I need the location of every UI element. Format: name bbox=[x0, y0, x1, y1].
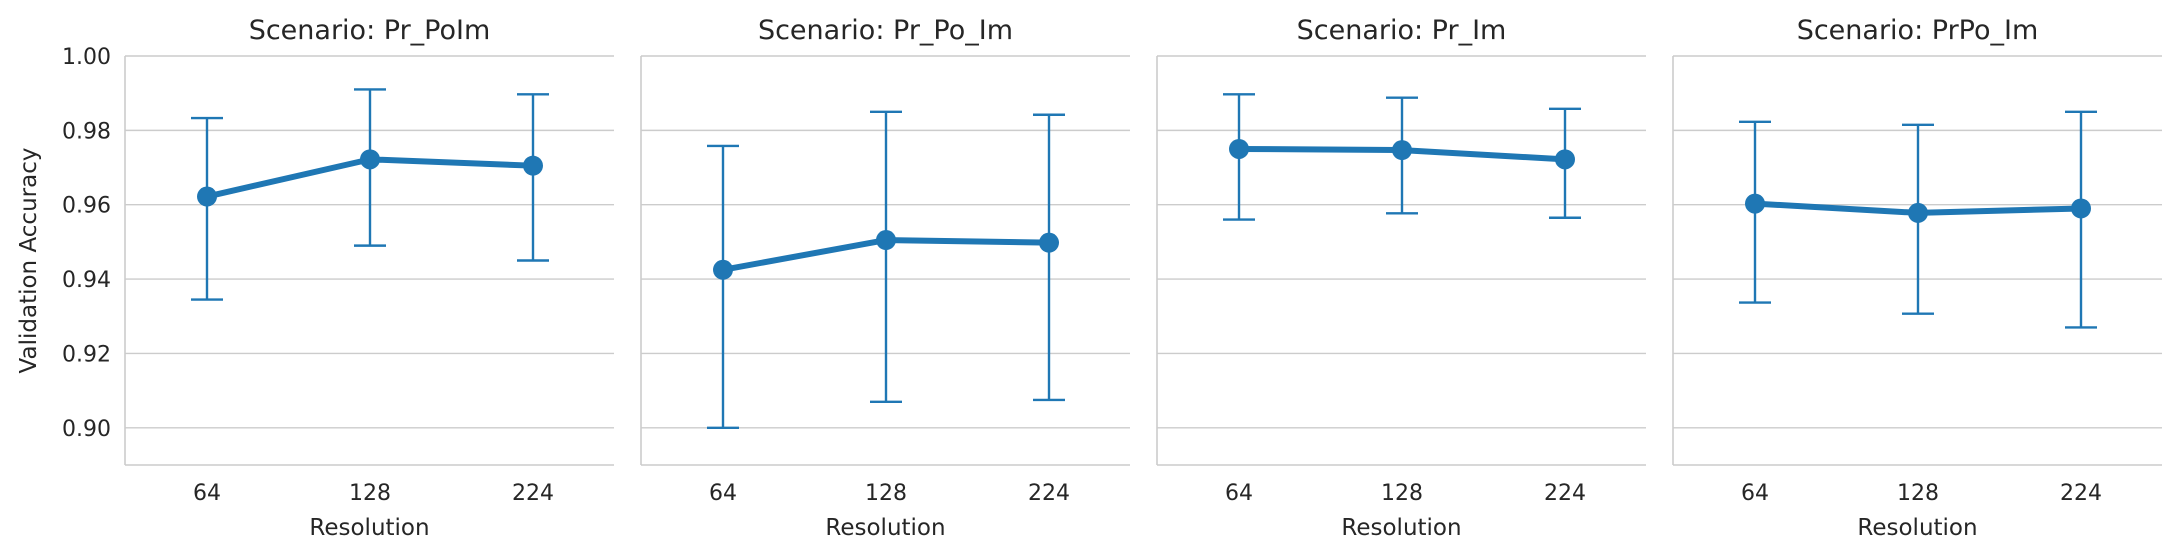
y-tick-label: 0.94 bbox=[62, 268, 111, 293]
panel-title: Scenario: Pr_PoIm bbox=[249, 15, 491, 46]
data-point bbox=[1908, 202, 1928, 223]
x-tick-label: 64 bbox=[709, 481, 737, 506]
x-tick-label: 128 bbox=[349, 481, 391, 506]
data-point bbox=[1392, 140, 1412, 161]
data-point bbox=[1229, 138, 1249, 159]
error-bar bbox=[1033, 113, 1065, 402]
panel-2: Scenario: Pr_Po_Im 64 128 224 Resolution bbox=[640, 15, 1130, 541]
x-axis-label: Resolution bbox=[825, 515, 945, 541]
x-tick-label: 128 bbox=[1381, 481, 1423, 506]
x-tick-label: 224 bbox=[2060, 481, 2102, 506]
y-tick-label: 0.92 bbox=[62, 342, 111, 367]
x-tick-label: 128 bbox=[865, 481, 907, 506]
x-tick-label: 64 bbox=[1225, 481, 1253, 506]
panel-1: 0.90 0.92 0.94 0.96 0.98 1.00 Validation Accur… bbox=[16, 15, 614, 541]
error-bar bbox=[191, 116, 223, 301]
x-tick-label: 224 bbox=[512, 481, 554, 506]
x-tick-label: 224 bbox=[1028, 481, 1070, 506]
x-axis-label: Resolution bbox=[1857, 515, 1977, 541]
panel-3: Scenario: Pr_Im 64 128 224 Resolution bbox=[1156, 15, 1646, 541]
data-point bbox=[713, 259, 733, 280]
y-tick-label: 0.96 bbox=[62, 194, 111, 219]
error-bar bbox=[870, 110, 902, 403]
data-point bbox=[1039, 232, 1059, 253]
x-tick-label: 224 bbox=[1544, 481, 1586, 506]
error-bar bbox=[707, 144, 739, 430]
data-point bbox=[360, 149, 380, 170]
x-tick-label: 128 bbox=[1897, 481, 1939, 506]
panel-title: Scenario: Pr_Im bbox=[1297, 15, 1507, 46]
error-bar bbox=[517, 93, 549, 262]
panel-title: Scenario: PrPo_Im bbox=[1797, 15, 2039, 46]
data-point bbox=[2071, 198, 2091, 219]
data-point bbox=[197, 186, 217, 207]
data-point bbox=[876, 230, 896, 251]
error-bar bbox=[2065, 110, 2097, 329]
y-axis-label: Validation Accuracy bbox=[16, 148, 42, 374]
data-point bbox=[1745, 193, 1765, 214]
y-tick-label: 0.98 bbox=[62, 119, 111, 144]
y-tick-label: 0.90 bbox=[62, 417, 111, 442]
panel-4: Scenario: PrPo_Im 64 128 224 Resolution bbox=[1672, 15, 2162, 541]
data-point bbox=[1555, 149, 1575, 170]
y-tick-label: 1.00 bbox=[62, 45, 111, 70]
x-axis-label: Resolution bbox=[309, 515, 429, 541]
x-tick-label: 64 bbox=[193, 481, 221, 506]
x-tick-label: 64 bbox=[1741, 481, 1769, 506]
data-point bbox=[523, 155, 543, 176]
panel-title: Scenario: Pr_Po_Im bbox=[758, 15, 1013, 46]
x-axis-label: Resolution bbox=[1341, 515, 1461, 541]
